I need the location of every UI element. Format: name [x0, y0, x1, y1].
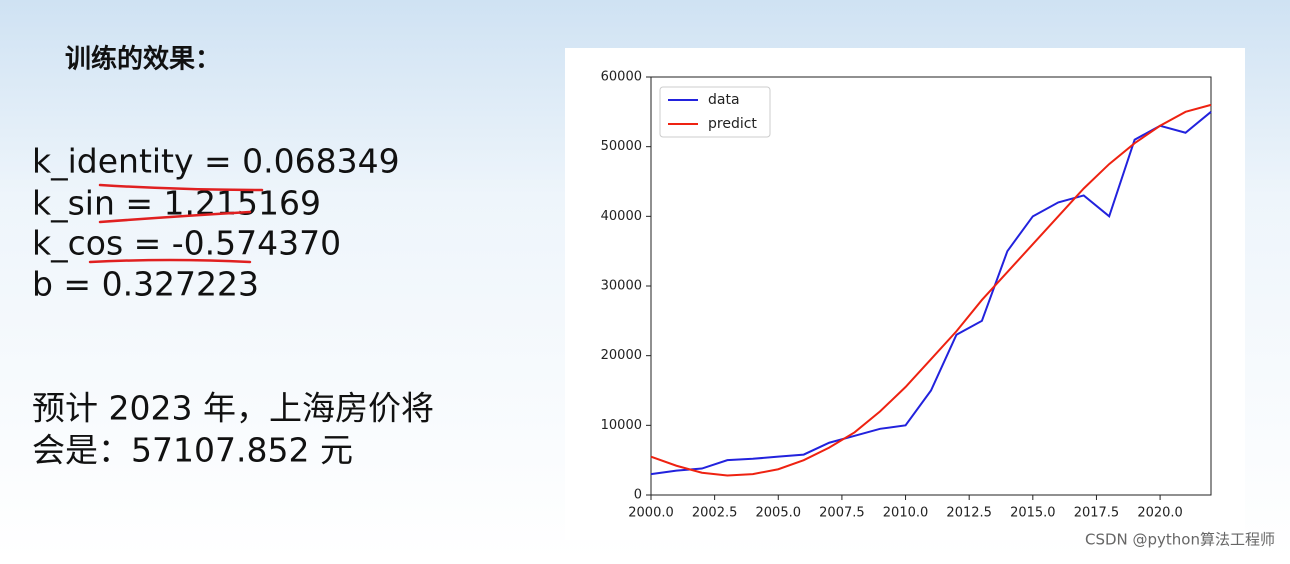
x-tick-label: 2007.5: [819, 506, 865, 521]
x-tick-label: 2012.5: [946, 506, 992, 521]
y-tick-label: 40000: [601, 209, 642, 224]
param: b = 0.327223: [32, 265, 259, 304]
y-tick-label: 60000: [601, 70, 642, 85]
x-tick-label: 2020.0: [1137, 506, 1183, 521]
x-tick-label: 2002.5: [692, 506, 738, 521]
annotation-strokes: [88, 183, 264, 264]
y-tick-label: 30000: [601, 279, 642, 294]
x-tick-label: 2000.0: [628, 506, 674, 521]
legend-label: predict: [708, 116, 757, 132]
y-tick-label: 20000: [601, 348, 642, 363]
x-tick-label: 2005.0: [756, 506, 802, 521]
y-tick-label: 0: [634, 488, 642, 503]
prediction: 会是：57107.852 元: [32, 431, 353, 470]
data-line: [650, 111, 1212, 476]
chart: 0 10000 20000 30000 40000 50000 60000 2000.0 200…: [601, 70, 1212, 521]
data-line: [650, 103, 1212, 477]
x-tick-label: 2015.0: [1010, 506, 1056, 521]
x-tick-label: 2010.0: [883, 506, 929, 521]
param: k_identity = 0.068349: [32, 142, 400, 181]
watermark: CSDN @python算法工程师: [1085, 531, 1275, 549]
x-tick-label: 2017.5: [1074, 506, 1120, 521]
y-tick-label: 50000: [601, 139, 642, 154]
heading: 训练的效果：: [65, 44, 221, 75]
legend-label: data: [708, 92, 740, 108]
y-tick-label: 10000: [601, 418, 642, 433]
param: k_cos = -0.574370: [32, 224, 341, 263]
prediction: 预计 2023 年，上海房价将: [32, 389, 434, 428]
